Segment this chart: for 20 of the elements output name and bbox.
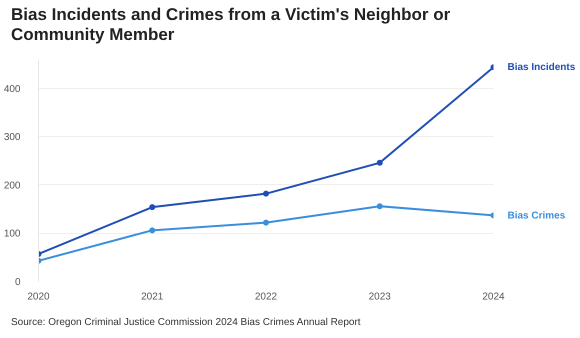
- chart-title: Bias Incidents and Crimes from a Victim's Neighbor or Community Member: [11, 5, 450, 44]
- x-tick-label: 2021: [141, 292, 164, 303]
- x-tick-label: 2022: [254, 292, 278, 303]
- point: [149, 227, 156, 234]
- point: [149, 204, 156, 210]
- point: [263, 220, 269, 226]
- y-tick-label: 200: [4, 180, 21, 192]
- y-tick-label: 300: [4, 132, 21, 144]
- point: [376, 160, 383, 166]
- y-tick-label: 0: [14, 277, 21, 288]
- y-tick-label: 100: [4, 228, 21, 240]
- point: [376, 203, 383, 210]
- x-tick-label: 2023: [368, 292, 392, 303]
- series-label: Bias Crimes: [508, 210, 566, 222]
- source-note: Source: Oregon Criminal Justice Commission 2024 Bias Crimes Annual Report: [11, 316, 361, 330]
- y-tick-label: 400: [4, 84, 21, 96]
- series-label: Bias Incidents: [508, 62, 576, 74]
- point: [263, 190, 269, 197]
- x-tick-label: 2024: [482, 292, 506, 303]
- x-tick-label: 2020: [27, 292, 50, 303]
